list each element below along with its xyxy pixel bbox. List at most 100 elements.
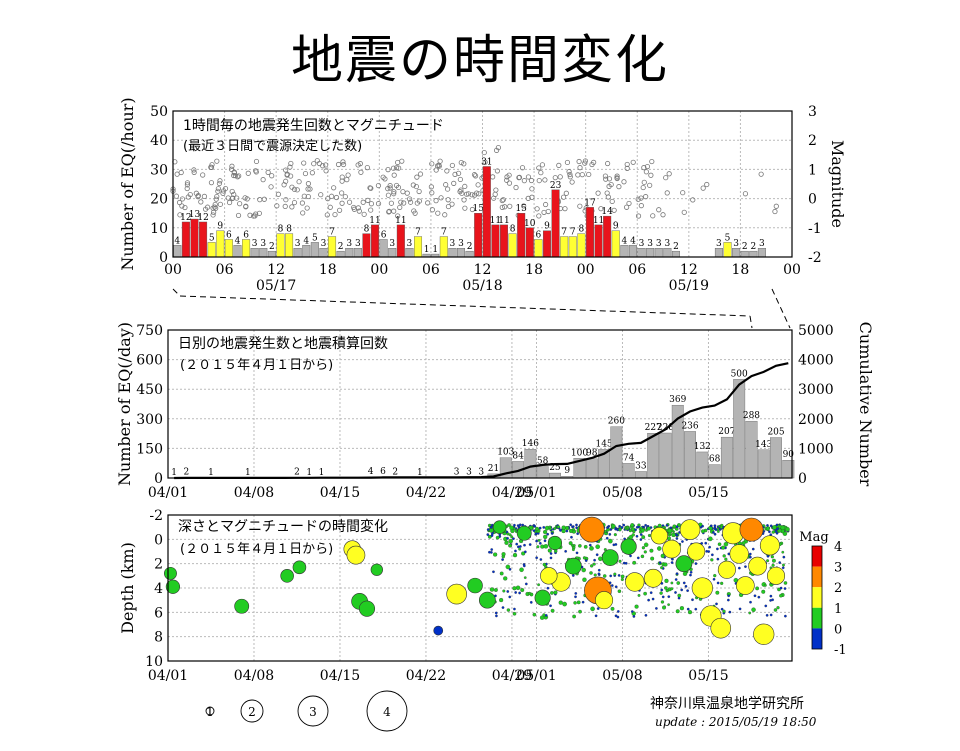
quake-point — [346, 545, 366, 565]
magnitude-point — [237, 201, 243, 207]
quake-point — [687, 610, 693, 615]
magnitude-point — [247, 212, 253, 218]
quake-point — [694, 607, 698, 611]
bar — [499, 224, 508, 258]
magnitude-point — [647, 182, 653, 188]
magnitude-point — [299, 200, 306, 206]
quake-point — [608, 538, 613, 544]
magnitude-point — [356, 208, 362, 214]
colorbar-segment — [812, 566, 822, 588]
y-tick-label: 0 — [159, 250, 168, 266]
quake-point — [667, 595, 671, 599]
quake-point — [670, 561, 674, 564]
quake-point — [715, 602, 718, 606]
magnitude-point — [640, 184, 646, 191]
bar-value-label: 3 — [458, 239, 464, 249]
bar — [647, 433, 660, 479]
quake-point — [643, 542, 649, 548]
quake-point — [751, 607, 756, 612]
quake-point — [503, 576, 508, 581]
quake-point — [753, 594, 757, 598]
magnitude-point — [569, 179, 575, 185]
quake-point — [546, 586, 550, 590]
bar — [603, 215, 612, 258]
date-label: 05/18 — [462, 278, 502, 294]
magnitude-point — [582, 158, 589, 164]
quake-point — [629, 554, 632, 558]
quake-point — [713, 527, 717, 531]
bar-value-label: 8 — [510, 225, 516, 235]
quake-point — [522, 564, 526, 568]
quake-point — [719, 525, 723, 529]
magnitude-point — [464, 191, 470, 197]
bar — [216, 230, 225, 258]
bar — [585, 207, 594, 258]
magnitude-point — [283, 167, 289, 173]
magnitude-point — [324, 212, 330, 218]
magnitude-point — [201, 193, 208, 199]
magnitude-point — [282, 203, 288, 209]
quake-point — [644, 523, 647, 527]
bar — [536, 466, 549, 479]
magnitude-point — [305, 181, 312, 187]
quake-point — [776, 527, 779, 531]
magnitude-point — [461, 161, 467, 167]
quake-point — [490, 548, 494, 551]
quake-point — [538, 526, 542, 530]
bar-value-label: 21 — [488, 464, 499, 474]
magnitude-point — [556, 162, 562, 168]
x-tick-label: 04/08 — [234, 485, 274, 501]
bar — [684, 431, 696, 479]
quake-point — [769, 613, 773, 617]
quake-point — [493, 588, 498, 592]
bar-value-label: 7 — [415, 228, 421, 238]
magnitude-point — [243, 203, 249, 209]
magnitude-point — [345, 172, 351, 178]
y-tick-label: 750 — [136, 323, 163, 339]
magnitude-point — [395, 213, 401, 219]
bar-value-label: 17 — [584, 198, 596, 208]
x-tick-label: 12 — [474, 262, 492, 278]
quake-point — [761, 589, 766, 594]
quake-point — [593, 573, 597, 577]
x-tick-label: 18 — [525, 262, 543, 278]
bar — [525, 227, 534, 258]
quake-point — [521, 551, 526, 556]
quake-point — [726, 598, 730, 602]
quake-point — [724, 557, 728, 561]
quake-point — [657, 523, 662, 528]
quake-point — [578, 516, 605, 543]
quake-point — [632, 560, 637, 565]
colorbar-tick-label: 2 — [834, 581, 842, 596]
magnitude-point — [296, 179, 302, 185]
quake-point — [575, 523, 578, 527]
magnitude-point — [416, 198, 422, 204]
quake-point — [544, 614, 548, 617]
bar-value-label: 7 — [329, 228, 335, 238]
bar-value-label: 2 — [269, 242, 275, 252]
bar — [757, 449, 770, 479]
x-tick-label: 05/08 — [602, 485, 642, 501]
quake-point — [739, 517, 764, 542]
magnitude-point — [323, 168, 329, 174]
date-label: 05/19 — [669, 278, 709, 294]
bar — [319, 248, 328, 258]
magnitude-point — [220, 190, 226, 196]
quake-point — [547, 548, 552, 553]
quake-point — [723, 542, 729, 547]
quake-point — [549, 527, 552, 531]
x-tick-label: 05/01 — [516, 668, 556, 684]
magnitude-point — [680, 190, 686, 196]
bar — [548, 472, 561, 479]
magnitude-point — [244, 196, 250, 202]
bar-value-label: 2 — [392, 468, 398, 478]
bar — [207, 242, 216, 258]
quake-point — [512, 611, 517, 616]
magnitude-point — [469, 206, 476, 213]
plot-frame — [167, 514, 793, 662]
magnitude-point — [499, 204, 505, 210]
quake-point — [570, 535, 573, 539]
bar-value-label: 11 — [490, 216, 501, 226]
bar-value-label: 3 — [639, 239, 645, 249]
